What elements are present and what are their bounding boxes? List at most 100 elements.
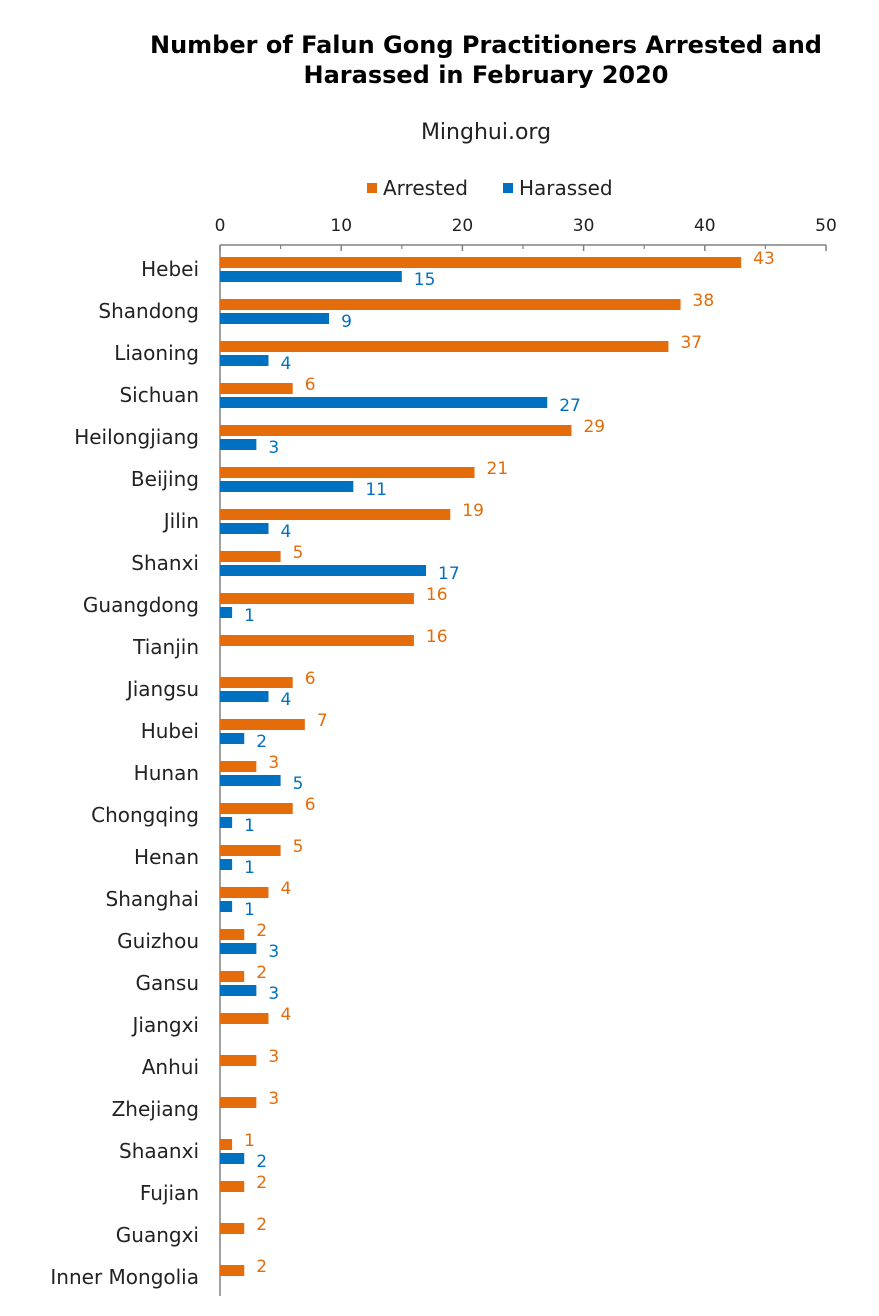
bar-arrested: [220, 383, 293, 394]
data-label-arrested: 4: [280, 1005, 291, 1025]
data-label-harassed: 3: [268, 984, 279, 1004]
category-label: Fujian: [140, 1181, 199, 1205]
bar-harassed: [220, 901, 233, 912]
legend-item-arrested: Arrested: [367, 176, 468, 200]
data-label-harassed: 2: [256, 732, 267, 752]
data-label-arrested: 6: [305, 375, 316, 395]
data-label-harassed: 4: [280, 354, 291, 374]
legend-swatch-harassed: [503, 183, 513, 193]
legend-label-arrested: Arrested: [383, 176, 468, 200]
legend-label-harassed: Harassed: [519, 176, 613, 200]
data-label-harassed: 17: [438, 564, 460, 584]
bar-harassed: [220, 733, 245, 744]
bar-harassed: [220, 691, 269, 702]
category-label: Hunan: [134, 761, 199, 785]
data-label-arrested: 2: [256, 1215, 267, 1235]
data-label-arrested: 4: [280, 879, 291, 899]
x-tick-label: 0: [215, 216, 226, 236]
data-label-arrested: 19: [462, 501, 484, 521]
category-label: Guangdong: [83, 593, 199, 617]
bar-harassed: [220, 859, 233, 870]
data-label-arrested: 7: [317, 711, 328, 731]
data-label-arrested: 38: [693, 291, 715, 311]
chart-title: Number of Falun Gong Practitioners Arres…: [100, 30, 872, 90]
data-label-harassed: 5: [293, 774, 304, 794]
bar-arrested: [220, 971, 245, 982]
x-tick-label: 40: [694, 216, 716, 236]
bar-harassed: [220, 1153, 245, 1164]
bar-arrested: [220, 299, 681, 310]
data-label-harassed: 1: [244, 900, 255, 920]
data-label-arrested: 2: [256, 963, 267, 983]
category-label: Hubei: [141, 719, 199, 743]
x-tick-label: 10: [330, 216, 352, 236]
x-tick-label: 50: [815, 216, 837, 236]
chart-subtitle: Minghui.org: [420, 120, 552, 145]
bar-arrested: [220, 761, 257, 772]
bar-arrested: [220, 551, 281, 562]
data-label-harassed: 1: [244, 858, 255, 878]
data-label-arrested: 3: [268, 753, 279, 773]
category-label: Shandong: [98, 299, 199, 323]
bar-arrested: [220, 257, 742, 268]
data-label-arrested: 16: [426, 585, 448, 605]
bar-arrested: [220, 1055, 257, 1066]
category-label: Jilin: [162, 509, 199, 533]
category-label: Shaanxi: [119, 1139, 199, 1163]
data-label-arrested: 16: [426, 627, 448, 647]
bar-arrested: [220, 929, 245, 940]
bar-arrested: [220, 1181, 245, 1192]
category-label: Jiangxi: [131, 1013, 199, 1037]
data-label-arrested: 37: [680, 333, 702, 353]
data-label-arrested: 3: [268, 1047, 279, 1067]
bar-harassed: [220, 271, 402, 282]
bar-arrested: [220, 887, 269, 898]
data-label-arrested: 6: [305, 795, 316, 815]
data-label-arrested: 1: [244, 1131, 255, 1151]
bar-harassed: [220, 355, 269, 366]
bar-harassed: [220, 985, 257, 996]
category-label: Guangxi: [116, 1223, 199, 1247]
bar-harassed: [220, 775, 281, 786]
data-label-harassed: 1: [244, 816, 255, 836]
data-label-arrested: 5: [293, 837, 304, 857]
bar-arrested: [220, 1223, 245, 1234]
bar-arrested: [220, 677, 293, 688]
x-tick-label: 30: [573, 216, 595, 236]
category-label: Liaoning: [114, 341, 199, 365]
bar-arrested: [220, 845, 281, 856]
bar-arrested: [220, 1013, 269, 1024]
bar-arrested: [220, 593, 414, 604]
data-label-harassed: 9: [341, 312, 352, 332]
chart-title-line-2: Harassed in February 2020: [303, 61, 669, 89]
category-label: Anhui: [142, 1055, 199, 1079]
data-label-harassed: 2: [256, 1152, 267, 1172]
chart-title-line-1: Number of Falun Gong Practitioners Arres…: [150, 31, 822, 59]
category-label: Gansu: [135, 971, 199, 995]
data-label-harassed: 27: [559, 396, 581, 416]
category-label: Sichuan: [119, 383, 199, 407]
data-label-harassed: 3: [268, 942, 279, 962]
bar-harassed: [220, 943, 257, 954]
bar-arrested: [220, 425, 572, 436]
bar-harassed: [220, 481, 354, 492]
bar-arrested: [220, 635, 414, 646]
category-label: Beijing: [131, 467, 199, 491]
bar-arrested: [220, 1265, 245, 1276]
data-label-arrested: 43: [753, 249, 775, 269]
data-label-arrested: 6: [305, 669, 316, 689]
category-label: Hebei: [141, 257, 199, 281]
data-label-arrested: 3: [268, 1089, 279, 1109]
category-label: Shanxi: [131, 551, 199, 575]
category-label: Chongqing: [91, 803, 199, 827]
category-label: Tianjin: [132, 635, 199, 659]
bar-arrested: [220, 719, 305, 730]
data-label-harassed: 1: [244, 606, 255, 626]
bar-harassed: [220, 397, 548, 408]
category-label: Guizhou: [117, 929, 199, 953]
data-label-arrested: 2: [256, 1257, 267, 1277]
bar-harassed: [220, 817, 233, 828]
bar-arrested: [220, 803, 293, 814]
data-label-harassed: 3: [268, 438, 279, 458]
